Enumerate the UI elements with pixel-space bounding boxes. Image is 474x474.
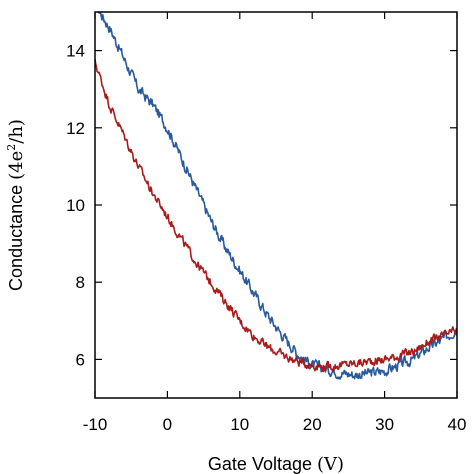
- plot-frame: [94, 11, 458, 399]
- y-tick-label: 6: [76, 350, 85, 369]
- y-tick-label: 10: [66, 196, 85, 215]
- y-tick-label: 14: [66, 42, 85, 61]
- series-line-blue: [97, 12, 457, 380]
- y-tick-label: 8: [76, 273, 85, 292]
- y-axis-label-unit-open: (4e: [6, 151, 27, 180]
- y-axis-label-prefix: Conductance: [6, 180, 26, 291]
- x-tick-label: -10: [83, 415, 108, 434]
- x-axis-label: Gate Voltage (V): [208, 454, 344, 474]
- x-axis-label-unit: (V): [317, 454, 344, 474]
- y-tick-label: 12: [66, 119, 85, 138]
- series-layer: [95, 12, 457, 380]
- y-axis-label: Conductance (4e2/h): [5, 119, 27, 291]
- x-tick-label: 10: [230, 415, 249, 434]
- x-tick-label: 30: [375, 415, 394, 434]
- y-axis-label-unit-close: /h): [6, 119, 27, 144]
- x-tick-label: 20: [303, 415, 322, 434]
- y-axis-label-unit-sup: 2: [5, 144, 18, 151]
- tick-layer: -10 0 10 20 30 40 6 8 10 12 14: [66, 12, 466, 434]
- series-line-red: [95, 58, 457, 372]
- x-axis-label-prefix: Gate Voltage: [208, 454, 317, 474]
- x-tick-label: 0: [163, 415, 172, 434]
- x-tick-label: 40: [448, 415, 467, 434]
